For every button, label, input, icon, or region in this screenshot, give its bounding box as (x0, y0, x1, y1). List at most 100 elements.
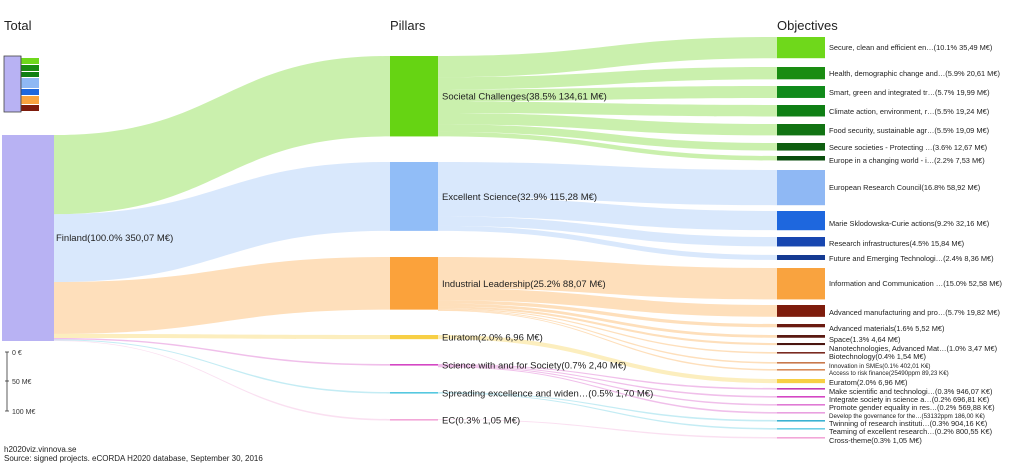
link-es-to-objective-9 (438, 216, 777, 247)
pillar-node-sw[interactable] (390, 364, 438, 366)
pillar-label-ec: EC(0.3% 1,05 M€) (442, 415, 520, 426)
objective-node-10[interactable] (777, 255, 825, 260)
pillar-label-eu: Euratom(2.0% 6,96 M€) (442, 333, 543, 344)
objective-label-22: Promote gender equality in res…(0.2% 569… (829, 403, 995, 412)
pillar-node-sp[interactable] (390, 392, 438, 394)
pillar-node-il[interactable] (390, 257, 438, 310)
pillar-node-es[interactable] (390, 162, 438, 231)
objective-node-23[interactable] (777, 412, 825, 414)
objective-label-13: Advanced materials(1.6% 5,52 M€) (829, 324, 944, 333)
objective-node-9[interactable] (777, 237, 825, 247)
objective-node-25[interactable] (777, 428, 825, 430)
scale-legend: 0 € 50 M€ 100 M€ (5, 350, 35, 416)
link-total-to-es (54, 162, 390, 283)
footer-source: Source: signed projects. eCORDA H2020 da… (4, 454, 263, 463)
objective-node-20[interactable] (777, 388, 825, 390)
objective-node-19[interactable] (777, 379, 825, 384)
objective-label-2: Smart, green and integrated tr…(5.7% 19,… (829, 88, 990, 97)
objective-label-18: Access to risk finance(25490ppm 89,23 K€… (829, 370, 949, 377)
link-total-to-sp (54, 339, 390, 394)
objective-node-0[interactable] (777, 37, 825, 59)
link-sw-to-objective-23 (438, 366, 777, 414)
link-sw-to-objective-21 (438, 364, 777, 398)
link-sc-to-objective-4 (438, 112, 777, 136)
objective-node-7[interactable] (777, 170, 825, 206)
pillar-node-eu[interactable] (390, 335, 438, 340)
objective-label-24: Twinning of research instituti…(0.3% 904… (829, 419, 987, 428)
link-sw-to-objective-22 (438, 365, 777, 406)
link-sw-to-objective-20 (438, 364, 777, 390)
link-sc-to-objective-1 (438, 67, 777, 90)
objective-node-11[interactable] (777, 268, 825, 300)
objective-label-10: Future and Emerging Technologi…(2.4% 8,3… (829, 254, 994, 263)
column-title-total: Total (4, 18, 32, 33)
link-total-to-sc (54, 56, 390, 215)
link-il-to-objective-18 (438, 310, 777, 371)
objective-label-3: Climate action, environment, r…(5.5% 19,… (829, 107, 989, 116)
objective-node-18[interactable] (777, 369, 825, 371)
objective-node-5[interactable] (777, 143, 825, 151)
nodes-layer: Finland(100.0% 350,07 M€) Societal Challe… (2, 37, 1002, 445)
objective-node-15[interactable] (777, 343, 825, 346)
objective-label-0: Secure, clean and efficient en…(10.1% 35… (829, 43, 992, 52)
mini-segment-2 (21, 72, 39, 77)
pillar-node-sc[interactable] (390, 56, 438, 137)
objective-label-6: Europe in a changing world - i…(2.2% 7,5… (829, 156, 985, 165)
objective-label-11: Information and Communication …(15.0% 52… (829, 279, 1002, 288)
objective-label-20: Make scientific and technologi…(0.3% 946… (829, 387, 993, 396)
scale-label-max: 100 M€ (12, 409, 35, 416)
link-il-to-objective-14 (438, 303, 777, 338)
objective-label-5: Secure societies - Protecting …(3.6% 12,… (829, 143, 987, 152)
objective-label-1: Health, demographic change and…(5.9% 20,… (829, 69, 1000, 78)
link-il-to-objective-12 (438, 288, 777, 317)
objective-node-26[interactable] (777, 437, 825, 439)
link-total-to-ec (54, 340, 390, 421)
link-ec-to-objective-26 (438, 419, 777, 439)
objective-node-4[interactable] (777, 124, 825, 136)
column-title-objectives: Objectives (777, 18, 838, 33)
link-il-to-objective-15 (438, 306, 777, 346)
scale-label-mid: 50 M€ (12, 379, 32, 386)
link-il-to-objective-16 (438, 308, 777, 354)
objective-node-13[interactable] (777, 324, 825, 328)
objective-label-17: Innovation in SMEs(0.1% 402,01 K€) (829, 363, 930, 370)
objective-node-22[interactable] (777, 404, 825, 406)
link-eu-to-objective-19 (438, 335, 777, 384)
link-sp-to-objective-25 (438, 392, 777, 430)
objective-node-16[interactable] (777, 352, 825, 354)
objective-node-1[interactable] (777, 67, 825, 80)
objective-label-15: Nanotechnologies, Advanced Mat…(1.0% 3,4… (829, 344, 997, 353)
links-layer (54, 37, 777, 439)
objective-node-14[interactable] (777, 335, 825, 338)
objective-label-8: Marie Sklodowska-Curie actions(9.2% 32,1… (829, 219, 989, 228)
total-mini-overview (3, 55, 39, 113)
link-total-to-eu (54, 333, 390, 340)
link-il-to-objective-13 (438, 300, 777, 328)
pillar-node-ec[interactable] (390, 419, 438, 421)
pillar-label-sc: Societal Challenges(38.5% 134,61 M€) (442, 92, 607, 103)
mini-segment-3 (21, 78, 39, 88)
objective-node-24[interactable] (777, 420, 825, 422)
objective-node-2[interactable] (777, 86, 825, 98)
objective-label-26: Cross-theme(0.3% 1,05 M€) (829, 436, 922, 445)
objective-label-25: Teaming of excellent research…(0.2% 800,… (829, 427, 992, 436)
objective-node-6[interactable] (777, 156, 825, 161)
mini-total-bar (3, 55, 22, 113)
link-sc-to-objective-2 (438, 86, 777, 102)
mini-segments (21, 58, 39, 111)
objective-label-7: European Research Council(16.8% 58,92 M€… (829, 183, 980, 192)
objective-label-21: Integrate society in science a…(0.2% 696… (829, 395, 989, 404)
link-il-to-objective-11 (438, 257, 777, 300)
column-title-pillars: Pillars (390, 18, 426, 33)
total-node[interactable] (2, 135, 54, 341)
link-il-to-objective-17 (438, 309, 777, 364)
objective-node-3[interactable] (777, 105, 825, 117)
objective-node-8[interactable] (777, 211, 825, 231)
objective-node-17[interactable] (777, 362, 825, 364)
link-sc-to-objective-5 (438, 124, 777, 151)
objective-node-21[interactable] (777, 396, 825, 398)
link-es-to-objective-8 (438, 197, 777, 231)
link-es-to-objective-7 (438, 162, 777, 206)
objective-node-12[interactable] (777, 305, 825, 317)
link-sc-to-objective-0 (438, 37, 777, 78)
